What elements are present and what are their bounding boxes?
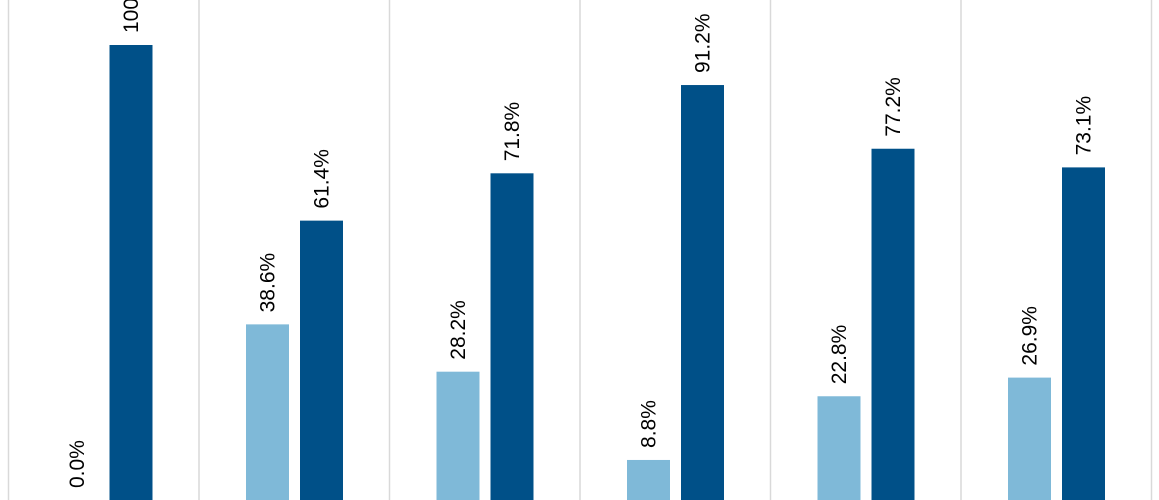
bars: [109, 45, 1105, 500]
bar-series-2-group-2: [300, 220, 343, 500]
bar-series-1-group-3: [436, 371, 480, 500]
bar-series-1-group-6: [1008, 377, 1051, 500]
data-label-series-1-group-4: 8.8%: [638, 400, 661, 448]
data-label-series-2-group-2: 61.4%: [311, 149, 334, 209]
data-label-series-1-group-6: 26.9%: [1019, 306, 1042, 366]
grid-lines: [7, 0, 1153, 500]
data-label-series-1-group-1: 0.0%: [66, 440, 89, 488]
data-label-series-1-group-2: 38.6%: [257, 253, 280, 313]
bar-series-1-group-2: [246, 324, 289, 500]
data-label-series-2-group-6: 73.1%: [1073, 96, 1096, 156]
bar-series-2-group-3: [490, 173, 534, 500]
bar-series-2-group-1: [109, 45, 153, 500]
data-label-series-2-group-1: 100.0%: [120, 0, 143, 33]
bar-series-1-group-4: [627, 459, 670, 500]
bar-series-2-group-5: [871, 148, 915, 500]
data-label-series-1-group-5: 22.8%: [828, 325, 851, 385]
bar-series-1-group-5: [817, 396, 861, 500]
bar-series-2-group-4: [681, 85, 724, 500]
bar-series-2-group-6: [1062, 167, 1105, 500]
data-label-series-2-group-3: 71.8%: [501, 102, 524, 162]
data-label-series-2-group-4: 91.2%: [692, 13, 715, 73]
data-label-series-1-group-3: 28.2%: [447, 300, 470, 360]
value-labels: 0.0% 38.6% 28.2% 8.8% 22.8% 26.9% 100.0% 61.4% 7…: [66, 0, 1096, 488]
data-label-series-2-group-5: 77.2%: [882, 77, 905, 137]
